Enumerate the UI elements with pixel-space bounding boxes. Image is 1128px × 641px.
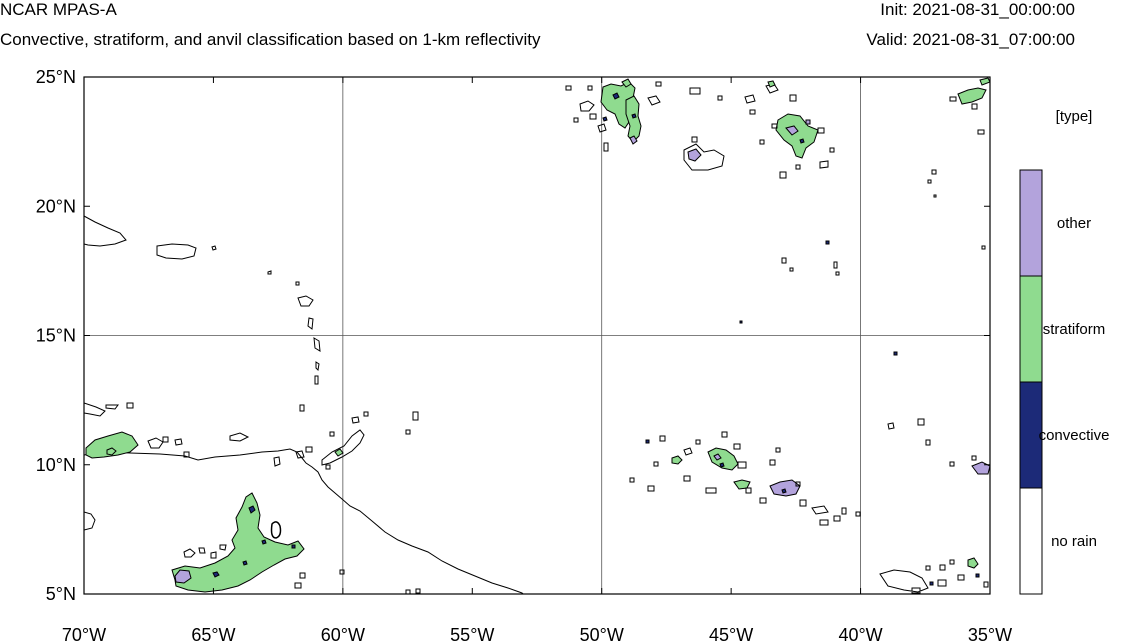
legend-swatch-other (1019, 169, 1043, 277)
anvil-cluster-47w (683, 136, 725, 171)
trinidad-coast (84, 402, 106, 417)
x-tick-label: 35°W (968, 625, 1012, 641)
axis-tick-labels: 70°W 65°W 60°W 55°W 50°W 45°W 40°W 35°W 25°N 20°N… (36, 67, 1012, 641)
colorbar-legend: [type] other stratiform convective no rain (1019, 108, 1110, 595)
central-west-cells (321, 411, 421, 594)
storm-zero-contour (270, 521, 282, 539)
storm-cluster-42w (759, 113, 835, 179)
legend-title: [type] (1056, 108, 1093, 125)
legend-label-no-rain: no rain (1051, 533, 1097, 550)
legend-boxes (1019, 169, 1043, 595)
map-content (84, 77, 990, 594)
southeast-cells (879, 557, 989, 594)
x-tick-label: 45°W (709, 625, 753, 641)
trinidad-island (273, 456, 281, 467)
legend-labels: other stratiform convective no rain (1039, 215, 1110, 550)
legend-swatch-no-rain (1019, 487, 1043, 595)
legend-label-other: other (1057, 215, 1091, 232)
eastern-cells (739, 77, 990, 475)
y-tick-label: 5°N (46, 584, 76, 604)
storm-anvil-region (174, 569, 192, 584)
init-time: Init: 2021-08-31_00:00:00 (880, 0, 1075, 19)
y-tick-label: 15°N (36, 326, 76, 346)
rainband-west-region (85, 431, 139, 459)
x-tick-label: 65°W (191, 625, 235, 641)
y-tick-label: 25°N (36, 67, 76, 87)
lesser-antilles (105, 245, 321, 412)
y-tick-label: 20°N (36, 196, 76, 216)
itcz-cells-east (629, 431, 861, 526)
hispaniola-coast (84, 215, 127, 247)
north-central-storm-cluster (565, 78, 797, 152)
x-tick-label: 70°W (62, 625, 106, 641)
legend-label-stratiform: stratiform (1043, 321, 1106, 338)
x-tick-label: 55°W (450, 625, 494, 641)
axis-ticks (83, 76, 991, 595)
southwest-storm-system (171, 492, 306, 593)
western-rainband (85, 431, 313, 459)
model-title: NCAR MPAS-A (0, 0, 117, 19)
x-tick-label: 40°W (838, 625, 882, 641)
storm-outer-region (171, 492, 305, 593)
legend-label-convective: convective (1039, 427, 1110, 444)
plot-description: Convective, stratiform, and anvil classi… (0, 30, 541, 49)
gridlines (84, 77, 990, 594)
puerto-rico-island (156, 243, 197, 260)
storm-cells-left (183, 544, 306, 589)
legend-swatch-stratiform (1019, 275, 1043, 383)
x-tick-label: 60°W (321, 625, 365, 641)
south-america-coastline (84, 448, 524, 594)
inland-coast-west (84, 511, 96, 531)
valid-time: Valid: 2021-08-31_07:00:00 (866, 30, 1075, 49)
y-tick-label: 10°N (36, 455, 76, 475)
x-tick-label: 50°W (580, 625, 624, 641)
storm-convective-core (212, 505, 296, 578)
